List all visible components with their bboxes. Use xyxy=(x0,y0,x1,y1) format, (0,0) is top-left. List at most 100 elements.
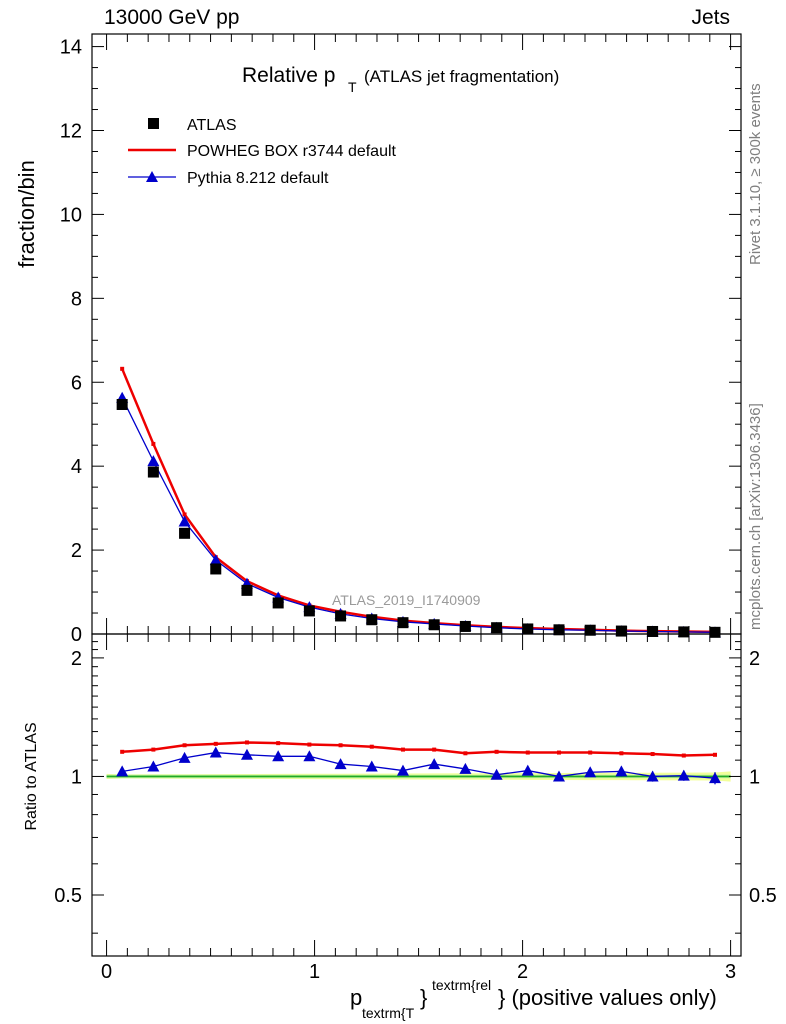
atlas-data-point xyxy=(678,626,690,638)
atlas-data-point xyxy=(397,617,409,629)
legend-label: Pythia 8.212 default xyxy=(187,170,329,187)
ratio-pythia-point xyxy=(708,772,721,784)
ratio-powheg-point xyxy=(463,751,468,756)
ratio-pythia-line xyxy=(122,751,716,779)
atlas-data-point xyxy=(210,563,222,575)
atlas-data-point xyxy=(179,527,191,539)
x-tick-label: 1 xyxy=(309,961,320,983)
x-tick-label: 3 xyxy=(725,961,736,983)
ratio-pythia-point xyxy=(272,750,285,762)
ratio-powheg-point xyxy=(619,751,624,756)
ratio-pythia-point xyxy=(303,750,316,762)
atlas-data-point xyxy=(335,610,347,622)
atlas-data-point xyxy=(553,624,565,636)
atlas-data-point xyxy=(459,620,471,632)
ratio-pythia-point xyxy=(240,748,253,760)
side-label-mcplots: mcplots.cern.ch [arXiv:1306.3436] xyxy=(747,403,764,630)
ratio-pythia-point xyxy=(490,768,503,780)
atlas-data-point xyxy=(491,622,503,634)
main-y-tick-label: 10 xyxy=(60,204,82,226)
ratio-powheg-point xyxy=(369,744,374,749)
atlas-data-point xyxy=(241,584,253,596)
ratio-powheg-point xyxy=(712,752,717,757)
legend-label: ATLAS xyxy=(187,117,237,134)
ratio-pythia-point xyxy=(147,760,160,772)
x-axis-label-subscript: textrm{T xyxy=(362,1005,415,1021)
ratio-pythia-point xyxy=(178,751,191,763)
ratio-y-tick-label: 0.5 xyxy=(54,885,82,907)
ratio-powheg-point xyxy=(556,750,561,755)
x-axis-label-brace: } xyxy=(420,985,427,1010)
ratio-powheg-point xyxy=(276,741,281,746)
ratio-powheg-point xyxy=(400,747,405,752)
ratio-powheg-point xyxy=(213,741,218,746)
legend: ATLAS POWHEG BOX r3744 default Pythia 8.21… xyxy=(128,117,397,187)
ratio-powheg-point xyxy=(494,749,499,754)
powheg-point xyxy=(120,366,125,371)
ratio-pythia-point xyxy=(552,770,565,782)
ratio-pythia-point xyxy=(646,770,659,782)
main-y-tick-label: 4 xyxy=(71,456,82,478)
ratio-y-tick-label: 1 xyxy=(71,766,82,788)
ratio-powheg-point xyxy=(120,749,125,754)
ratio-y-tick-label-right: 1 xyxy=(749,766,760,788)
atlas-data-point xyxy=(428,619,440,631)
legend-marker-atlas xyxy=(148,118,159,129)
ratio-pythia-point xyxy=(334,758,347,770)
powheg-point xyxy=(151,441,156,446)
ratio-y-axis-label: Ratio to ATLAS xyxy=(23,722,40,830)
pythia-point xyxy=(209,554,222,566)
atlas-data-point xyxy=(615,625,627,637)
atlas-data-point xyxy=(303,605,315,617)
ratio-powheg-point xyxy=(588,750,593,755)
legend-label: POWHEG BOX r3744 default xyxy=(187,143,397,160)
ratio-powheg-point xyxy=(525,750,530,755)
atlas-data-point xyxy=(584,624,596,636)
atlas-data-point xyxy=(647,625,659,637)
main-y-tick-label: 0 xyxy=(71,624,82,646)
ratio-powheg-point xyxy=(681,753,686,758)
main-title-paren: (ATLAS jet fragmentation) xyxy=(364,67,559,86)
ratio-powheg-point xyxy=(151,747,156,752)
atlas-data-point xyxy=(522,623,534,635)
ratio-pythia-point xyxy=(584,766,597,778)
ratio-pythia-point xyxy=(615,765,628,777)
ratio-pythia-point xyxy=(677,769,690,781)
ratio-powheg-point xyxy=(244,740,249,745)
ratio-powheg-point xyxy=(432,747,437,752)
main-y-tick-label: 12 xyxy=(60,121,82,143)
main-y-tick-label: 2 xyxy=(71,540,82,562)
main-y-axis-label: fraction/bin xyxy=(14,160,39,268)
pythia-point xyxy=(178,515,191,527)
ratio-pythia-point xyxy=(396,764,409,776)
ratio-pythia-point xyxy=(521,764,534,776)
ratio-powheg-point xyxy=(650,752,655,757)
main-y-tick-label: 6 xyxy=(71,372,82,394)
analysis-watermark: ATLAS_2019_I1740909 xyxy=(332,592,481,608)
header-collision-label: 13000 GeV pp xyxy=(104,6,240,29)
x-axis-label-superscript: textrm{rel xyxy=(432,977,491,993)
x-axis-label-rest: } (positive values only) xyxy=(498,985,717,1010)
atlas-data-point xyxy=(709,626,721,638)
atlas-data-point xyxy=(116,398,128,410)
x-tick-label: 0 xyxy=(101,961,112,983)
ratio-pythia-point xyxy=(428,758,441,770)
main-title: Relative p T (ATLAS jet fragmentation) xyxy=(242,64,559,95)
ratio-pythia-point xyxy=(365,760,378,772)
ratio-powheg-point xyxy=(182,743,187,748)
ratio-y-tick-label-right: 2 xyxy=(749,648,760,670)
main-title-subscript: T xyxy=(348,79,357,95)
ratio-y-tick-label: 2 xyxy=(71,648,82,670)
main-y-tick-label: 14 xyxy=(60,37,82,59)
ratio-powheg-point xyxy=(307,742,312,747)
main-title-text: Relative p xyxy=(242,64,335,87)
side-label-rivet: Rivet 3.1.10, ≥ 300k events xyxy=(747,83,764,265)
header-category-label: Jets xyxy=(691,6,730,29)
atlas-data-point xyxy=(147,466,159,478)
main-y-tick-label: 8 xyxy=(71,288,82,310)
ratio-pythia-point xyxy=(459,762,472,774)
ratio-pythia-point xyxy=(116,765,129,777)
ratio-pythia-point xyxy=(209,746,222,758)
